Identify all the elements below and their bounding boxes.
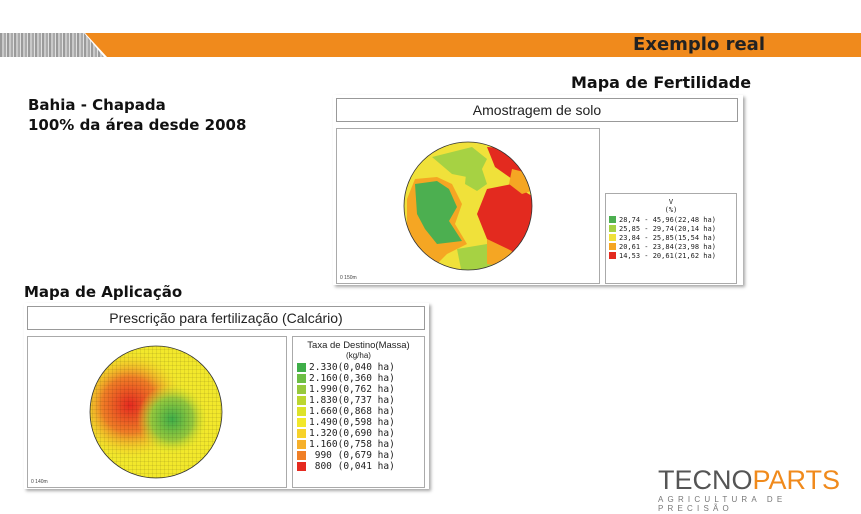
application-legend-item: 1.990(0,762 ha) (297, 384, 424, 395)
logo-part-1: TECNO (658, 465, 753, 495)
application-legend-label: 990 (0,679 ha) (309, 450, 395, 461)
location-line-1: Bahia - Chapada (28, 96, 166, 114)
fertility-legend-item: 28,74 - 45,96(22,48 ha) (609, 215, 736, 224)
fertility-heading: Mapa de Fertilidade (571, 73, 752, 92)
fertility-legend: V (%) 28,74 - 45,96(22,48 ha) 25,85 - 29,… (605, 193, 737, 284)
fertility-legend-label: 20,61 - 23,84(23,98 ha) (619, 242, 716, 251)
fertility-legend-label: 25,85 - 29,74(20,14 ha) (619, 224, 716, 233)
fertility-legend-title: V (668, 198, 674, 206)
application-legend-swatch (297, 363, 306, 372)
application-map-image (89, 345, 223, 479)
fertility-map: 0 150m (336, 128, 600, 284)
application-legend-item: 1.490(0,598 ha) (297, 417, 424, 428)
location-info: Bahia - Chapada 100% da área desde 2008 (28, 95, 246, 135)
fertility-legend-swatch (609, 252, 616, 259)
application-legend-label: 2.160(0,360 ha) (309, 373, 395, 384)
header-band (85, 33, 861, 57)
application-legend-swatch (297, 429, 306, 438)
fertility-panel-title: Amostragem de solo (336, 98, 738, 122)
fertility-legend-label: 28,74 - 45,96(22,48 ha) (619, 215, 716, 224)
location-line-2: 100% da área desde 2008 (28, 116, 247, 134)
application-legend-label: 1.660(0,868 ha) (309, 406, 395, 417)
fertility-legend-swatch (609, 234, 616, 241)
application-legend-label: 2.330(0,040 ha) (309, 362, 395, 373)
application-legend-title: Taxa de Destino(Massa) (307, 340, 410, 351)
fertility-legend-item: 20,61 - 23,84(23,98 ha) (609, 242, 736, 251)
application-legend-item: 2.160(0,360 ha) (297, 373, 424, 384)
application-legend-label: 1.490(0,598 ha) (309, 417, 395, 428)
fertility-legend-item: 25,85 - 29,74(20,14 ha) (609, 224, 736, 233)
application-panel-title: Prescrição para fertilização (Calcário) (27, 306, 425, 330)
logo-part-2: PARTS (752, 465, 841, 495)
fertility-legend-swatch (609, 243, 616, 250)
application-legend-swatch (297, 462, 306, 471)
header-metal-accent (0, 33, 104, 57)
application-legend-label: 1.320(0,690 ha) (309, 428, 395, 439)
application-legend-item: 990 (0,679 ha) (297, 450, 424, 461)
application-legend-item: 1.160(0,758 ha) (297, 439, 424, 450)
tecnoparts-logo: TECNOPARTS AGRICULTURA DE PRECISÃO (658, 466, 861, 513)
application-legend-item: 1.320(0,690 ha) (297, 428, 424, 439)
application-legend-item: 1.830(0,737 ha) (297, 395, 424, 406)
application-scale-label: 0 140m (31, 479, 48, 485)
application-legend: Taxa de Destino(Massa) (kg/ha) 2.330(0,0… (292, 336, 425, 488)
application-legend-swatch (297, 451, 306, 460)
fertility-legend-label: 23,84 - 25,85(15,54 ha) (619, 233, 716, 242)
fertility-scale-label: 0 150m (340, 275, 357, 281)
application-legend-unit: (kg/ha) (346, 351, 371, 360)
fertility-panel: Amostragem de solo 0 150m V (%) (333, 95, 743, 285)
fertility-legend-swatch (609, 225, 616, 232)
fertility-legend-label: 14,53 - 20,61(21,62 ha) (619, 251, 716, 260)
application-legend-swatch (297, 374, 306, 383)
logo-wordmark: TECNOPARTS (658, 466, 861, 494)
application-legend-label: 1.830(0,737 ha) (309, 395, 395, 406)
application-legend-swatch (297, 418, 306, 427)
application-legend-swatch (297, 385, 306, 394)
fertility-legend-swatch (609, 216, 616, 223)
fertility-legend-item: 23,84 - 25,85(15,54 ha) (609, 233, 736, 242)
fertility-legend-item: 14,53 - 20,61(21,62 ha) (609, 251, 736, 260)
application-panel: Prescrição para fertilização (Calcário) (24, 303, 429, 489)
fertility-map-image (403, 141, 533, 271)
application-legend-item: 800 (0,041 ha) (297, 461, 424, 472)
application-legend-swatch (297, 407, 306, 416)
application-legend-label: 1.160(0,758 ha) (309, 439, 395, 450)
application-legend-item: 2.330(0,040 ha) (297, 362, 424, 373)
application-legend-label: 1.990(0,762 ha) (309, 384, 395, 395)
fertility-legend-unit: (%) (664, 206, 678, 214)
section-title: Exemplo real (633, 34, 765, 55)
application-map: 0 140m (27, 336, 287, 488)
application-legend-label: 800 (0,041 ha) (309, 461, 395, 472)
application-legend-swatch (297, 440, 306, 449)
application-legend-swatch (297, 396, 306, 405)
application-legend-item: 1.660(0,868 ha) (297, 406, 424, 417)
application-heading: Mapa de Aplicação (24, 283, 183, 301)
logo-tagline: AGRICULTURA DE PRECISÃO (658, 495, 787, 513)
